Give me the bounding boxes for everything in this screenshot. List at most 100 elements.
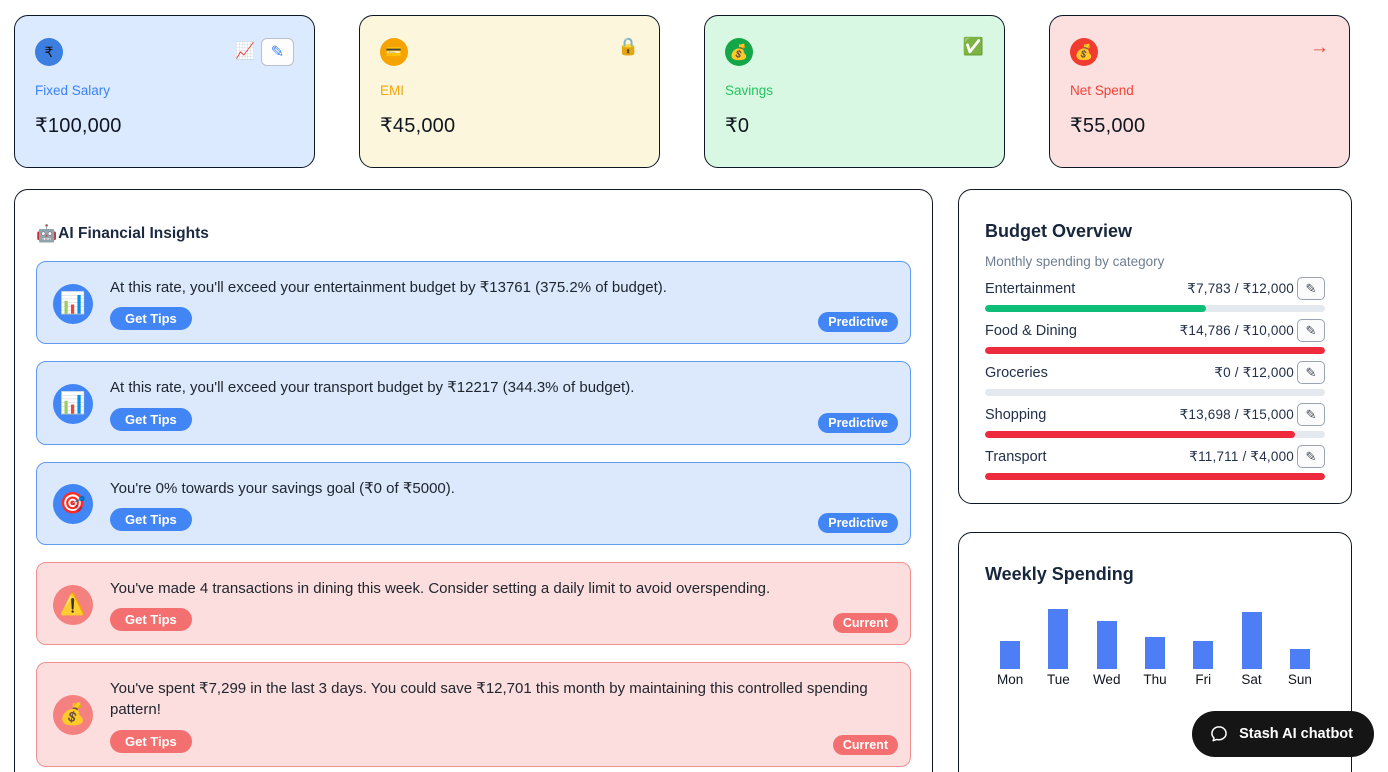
robot-icon: 🤖 <box>36 224 58 243</box>
weekly-spending-title: Weekly Spending <box>985 564 1134 584</box>
budget-amount: ₹11,711 / ₹4,000 <box>1189 448 1294 464</box>
chart-bar <box>1144 637 1165 669</box>
predictive-badge: Predictive <box>818 412 898 433</box>
budget-row-entertainment: Entertainment ₹7,783 / ₹12,000 ✎ <box>985 277 1325 312</box>
chart-bar <box>1241 612 1262 669</box>
edit-budget-button[interactable]: ✎ <box>1297 445 1325 468</box>
insight-text: You've spent ₹7,299 in the last 3 days. … <box>110 680 868 719</box>
get-tips-button[interactable]: Get Tips <box>110 729 192 753</box>
edit-budget-button[interactable]: ✎ <box>1297 277 1325 300</box>
budget-category-label: Food & Dining <box>985 322 1077 339</box>
pencil-icon: ✎ <box>1305 448 1317 464</box>
chart-bar <box>1193 641 1214 669</box>
stat-card-label: Savings <box>725 83 774 98</box>
pencil-icon: ✎ <box>1305 322 1317 338</box>
insight-card-dining-transactions: ⚠️ You've made 4 transactions in dining … <box>36 561 911 646</box>
chart-x-label: Fri <box>1195 672 1212 687</box>
chart-x-label: Wed <box>1092 672 1121 687</box>
budget-category-label: Entertainment <box>985 280 1076 297</box>
chart-column-wed: Wed <box>1083 621 1131 687</box>
budget-category-label: Groceries <box>985 364 1048 381</box>
right-arrow-icon[interactable]: → <box>1310 37 1329 58</box>
bar-chart-icon: 📊 <box>53 383 93 424</box>
stat-card-header: 💰 ✅ <box>725 38 984 66</box>
insight-text: At this rate, you'll exceed your enterta… <box>110 279 667 296</box>
budget-rows: Entertainment ₹7,783 / ₹12,000 ✎ Food & … <box>985 277 1325 480</box>
chatbot-label: Stash AI chatbot <box>1239 726 1353 742</box>
current-badge: Current <box>832 613 898 634</box>
edit-salary-button[interactable]: ✎ <box>261 38 294 66</box>
edit-budget-button[interactable]: ✎ <box>1297 319 1325 342</box>
insight-text: You've made 4 transactions in dining thi… <box>110 579 771 597</box>
stat-card-label: Net Spend <box>1070 83 1134 98</box>
insight-text: At this rate, you'll exceed your transpo… <box>110 379 635 397</box>
weekly-spending-panel: Weekly Spending Mon Tue Wed Thu <box>958 532 1352 772</box>
target-icon: 🎯 <box>53 484 93 525</box>
right-column: Budget Overview Monthly spending by cate… <box>958 189 1352 772</box>
chart-bar <box>1096 621 1117 669</box>
get-tips-button[interactable]: Get Tips <box>110 307 192 331</box>
budget-row-food-dining: Food & Dining ₹14,786 / ₹10,000 ✎ <box>985 319 1325 354</box>
predictive-badge: Predictive <box>818 512 898 533</box>
stat-card-value: ₹55,000 <box>1070 115 1146 137</box>
stat-card-value: ₹100,000 <box>35 115 122 137</box>
chart-x-label: Tue <box>1047 672 1070 687</box>
budget-progress-track <box>985 473 1325 480</box>
insight-list: 📊 At this rate, you'll exceed your enter… <box>36 261 911 772</box>
edit-budget-button[interactable]: ✎ <box>1297 361 1325 384</box>
stat-card-label: Fixed Salary <box>35 83 111 98</box>
budget-amount: ₹13,698 / ₹15,000 <box>1179 406 1294 422</box>
ai-insights-title-text: AI Financial Insights <box>58 225 209 242</box>
ai-insights-title: 🤖 AI Financial Insights <box>36 224 911 244</box>
budget-category-label: Shopping <box>985 406 1047 423</box>
budget-progress-fill <box>985 431 1296 438</box>
budget-progress-track <box>985 305 1325 312</box>
money-bag-icon: 💰 <box>53 695 93 736</box>
budget-row-groceries: Groceries ₹0 / ₹12,000 ✎ <box>985 361 1325 396</box>
get-tips-button[interactable]: Get Tips <box>110 507 192 531</box>
stat-card-header: ₹ 📈 ✎ <box>35 38 294 66</box>
chart-x-label: Sun <box>1287 672 1312 687</box>
predictive-badge: Predictive <box>818 312 898 333</box>
get-tips-button[interactable]: Get Tips <box>110 407 192 431</box>
stash-ai-chatbot-button[interactable]: Stash AI chatbot <box>1192 711 1374 757</box>
insight-text: You're 0% towards your savings goal (₹0 … <box>110 479 455 497</box>
stat-card-row: ₹ 📈 ✎ Fixed Salary ₹100,000 💳 🔒 EMI ₹45,… <box>0 0 1388 168</box>
stat-card-value: ₹45,000 <box>380 115 456 137</box>
budget-progress-track <box>985 347 1325 354</box>
edit-budget-button[interactable]: ✎ <box>1297 403 1325 426</box>
budget-overview-subtitle: Monthly spending by category <box>985 254 1165 269</box>
budget-overview-title: Budget Overview <box>985 221 1133 241</box>
chart-column-mon: Mon <box>986 641 1034 687</box>
budget-row-shopping: Shopping ₹13,698 / ₹15,000 ✎ <box>985 403 1325 438</box>
chart-x-label: Mon <box>997 672 1024 687</box>
money-bag-icon: 💰 <box>725 38 753 66</box>
chart-bar <box>1000 641 1021 669</box>
budget-category-label: Transport <box>985 448 1047 465</box>
current-badge: Current <box>832 734 898 755</box>
main-area: 🤖 AI Financial Insights 📊 At this rate, … <box>0 168 1388 772</box>
chart-column-sun: Sun <box>1276 649 1324 687</box>
stat-card-header: 💳 🔒 <box>380 38 639 66</box>
get-tips-button[interactable]: Get Tips <box>110 608 192 632</box>
pencil-icon: ✎ <box>1305 406 1317 422</box>
chart-x-label: Thu <box>1143 672 1167 687</box>
budget-amount: ₹7,783 / ₹12,000 <box>1187 280 1294 296</box>
credit-card-icon: 💳 <box>380 38 408 66</box>
budget-progress-track <box>985 431 1325 438</box>
stat-card-header: 💰 → <box>1070 38 1329 66</box>
chart-bar <box>1289 649 1310 669</box>
chart-column-sat: Sat <box>1227 612 1275 687</box>
insight-card-transport-budget: 📊 At this rate, you'll exceed your trans… <box>36 361 911 445</box>
lock-icon: 🔒 <box>617 37 639 56</box>
chart-bar <box>1048 609 1069 669</box>
budget-amount: ₹14,786 / ₹10,000 <box>1179 322 1294 338</box>
stat-card-label: EMI <box>380 83 405 98</box>
budget-amount: ₹0 / ₹12,000 <box>1214 364 1294 380</box>
budget-overview-panel: Budget Overview Monthly spending by cate… <box>958 189 1352 504</box>
ai-insights-panel: 🤖 AI Financial Insights 📊 At this rate, … <box>14 189 933 772</box>
budget-progress-track <box>985 389 1325 396</box>
stat-card-emi: 💳 🔒 EMI ₹45,000 <box>359 15 660 168</box>
chart-column-fri: Fri <box>1179 641 1227 687</box>
money-bag-icon: 💰 <box>1070 38 1098 66</box>
